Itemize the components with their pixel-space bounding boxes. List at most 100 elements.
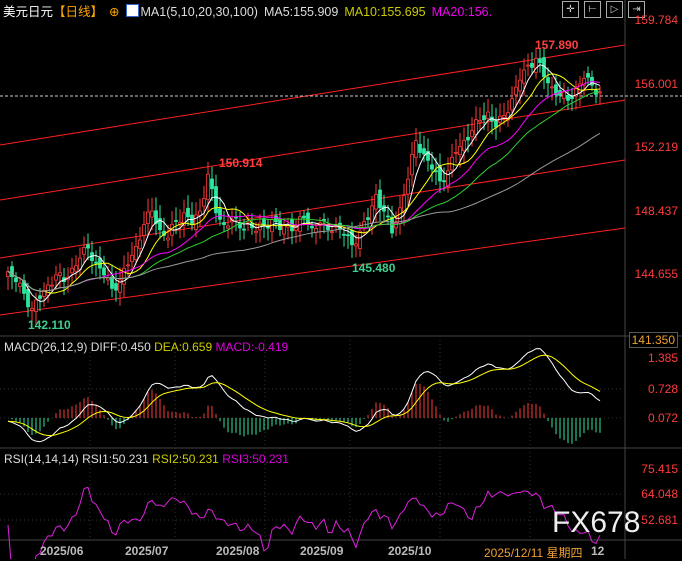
candle-body [422, 148, 426, 155]
candle-body [466, 136, 470, 141]
candle-body [566, 95, 570, 101]
candle-body [370, 205, 374, 224]
candle-body [330, 231, 334, 234]
symbol-name: 美元日元 [3, 5, 54, 19]
date-tick: 2025/10 [388, 544, 432, 558]
candle-body [150, 210, 154, 218]
candle-body [130, 254, 134, 262]
candle-body [118, 279, 122, 293]
low-label: 142.110 [28, 318, 71, 332]
candle-body [202, 198, 206, 207]
candle-body [442, 180, 446, 183]
candle-body [598, 91, 602, 94]
candle-body [310, 226, 314, 229]
rsi-legend: RSI(14,14,14) RSI1:50.231 RSI2:50.231 RS… [4, 452, 289, 466]
candle-body [234, 216, 238, 219]
candle-body [34, 299, 38, 313]
ma10-value: MA10:155.695 [344, 5, 426, 19]
candle-body [406, 178, 410, 195]
candle-body [402, 195, 406, 214]
candle-body [122, 267, 126, 285]
candle-body [530, 62, 534, 68]
candle-body [494, 120, 498, 128]
candle-body [538, 58, 542, 64]
candle-body [242, 228, 246, 231]
candle-body [174, 220, 178, 222]
rsi-tick: 75.415 [641, 462, 678, 476]
candle-body [346, 234, 350, 237]
channel-line [0, 159, 626, 259]
candle-body [454, 151, 458, 154]
candle-body [30, 308, 34, 311]
exit-icon[interactable]: ⇥ [628, 1, 645, 18]
candle-body [94, 261, 98, 264]
candle-body [238, 222, 242, 229]
candle-body [378, 189, 382, 209]
candle-body [534, 57, 538, 73]
candle-body [294, 225, 298, 231]
rsi-title: RSI(14,14,14) [4, 452, 79, 466]
ma5-value: MA5:155.909 [263, 5, 339, 19]
candle-body [254, 230, 258, 234]
candle-body [322, 218, 326, 221]
macd-tick: 0.728 [647, 382, 678, 396]
candle-body [522, 69, 526, 84]
candle-body [158, 218, 162, 231]
candle-body [102, 267, 106, 276]
high-label: 157.890 [535, 38, 579, 52]
macd-value: MACD:-0.419 [215, 340, 289, 354]
rsi-tick: 64.048 [641, 487, 678, 501]
play-icon[interactable]: ▷ [606, 1, 623, 18]
candle-body [86, 244, 90, 249]
candle-body [282, 224, 286, 235]
candle-body [210, 178, 214, 190]
ma10-line [7, 73, 601, 294]
candle-body [182, 212, 186, 226]
candle-body [374, 193, 378, 210]
candle-body [302, 215, 306, 219]
indicator-icon[interactable] [125, 4, 139, 17]
candle-body [582, 78, 586, 86]
candle-body [342, 233, 346, 236]
candle-body [38, 295, 42, 299]
rsi1-value: RSI1:50.231 [82, 452, 149, 466]
ma20-value: MA20:156. [431, 5, 493, 19]
candle-body [510, 98, 514, 111]
crosshair-icon[interactable]: ✛ [562, 1, 579, 18]
mid-high-label: 150.914 [219, 156, 263, 170]
candle-body [366, 217, 370, 220]
candle-body [414, 140, 418, 158]
price-tick: 152.219 [634, 140, 678, 154]
candle-body [274, 215, 278, 223]
candle-body [470, 130, 474, 138]
zoom-range-icon[interactable]: ⊢ [584, 1, 601, 18]
candle-body [354, 243, 358, 247]
crosshair-small-icon[interactable]: ⊕ [109, 5, 120, 19]
cursor-date: 2025/12/11 星期四 [484, 546, 583, 560]
macd-diff: DIFF:0.450 [90, 340, 151, 354]
candle-body [54, 274, 58, 281]
candle-body [6, 271, 10, 278]
chart-header: 美元日元【日线】 ⊕ MA1(5,10,20,30,100) MA5:155.909 M… [3, 1, 498, 20]
date-tick: 2025/06 [40, 544, 84, 558]
price-tick: 156.001 [634, 77, 678, 91]
candle-body [74, 265, 78, 272]
candle-body [42, 290, 46, 297]
period-label[interactable]: 【日线】 [53, 5, 104, 19]
ma5-line [7, 64, 601, 302]
candle-body [458, 146, 462, 156]
candle-body [70, 267, 74, 274]
candle-body [434, 170, 438, 173]
candle-body [26, 288, 30, 308]
candle-body [110, 276, 114, 289]
candle-body [186, 207, 190, 218]
candle-body [410, 153, 414, 176]
candle-body [138, 239, 142, 249]
price-tick-min: 141.350 [628, 332, 678, 348]
channel-line [0, 99, 626, 201]
candle-body [218, 208, 222, 220]
candle-body [82, 247, 86, 255]
ma100-line [7, 132, 601, 292]
date-tick: 2025/08 [216, 544, 260, 558]
